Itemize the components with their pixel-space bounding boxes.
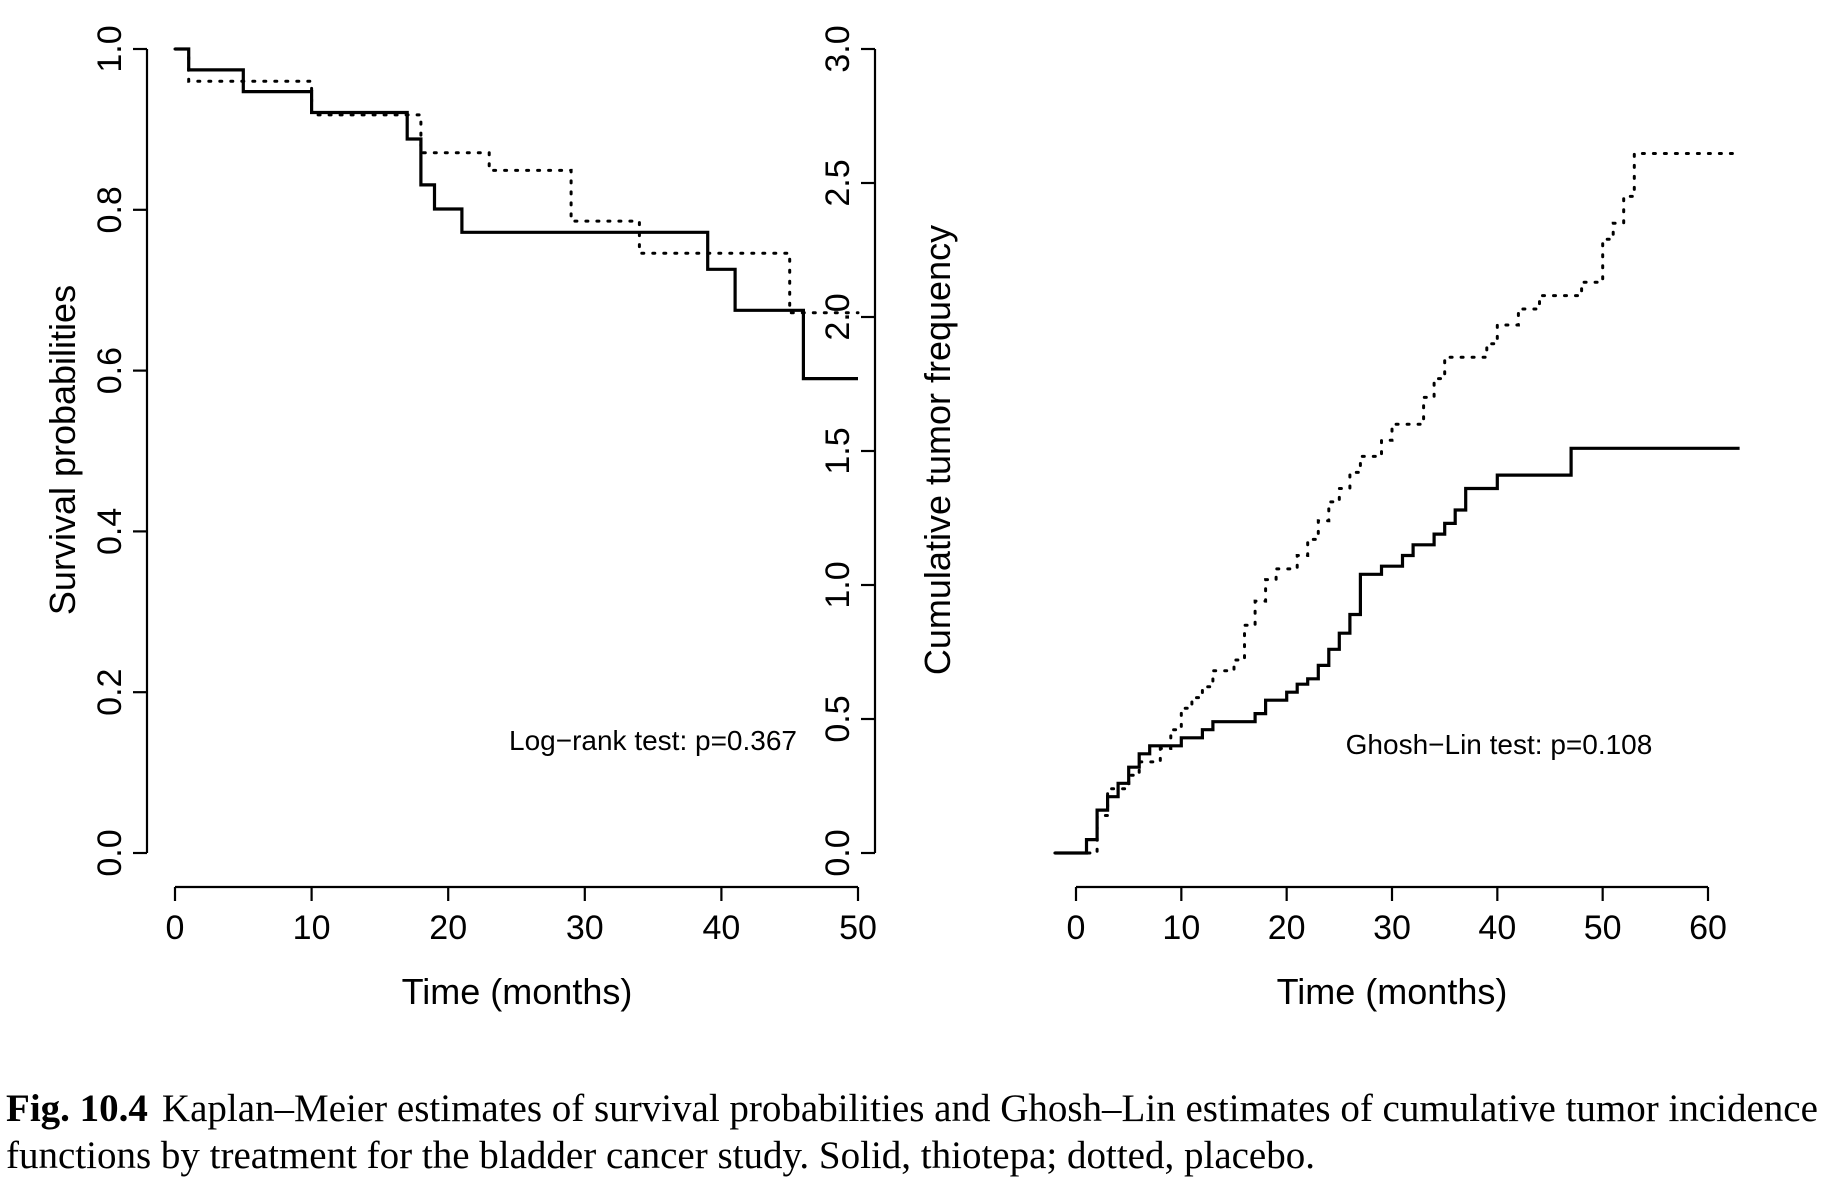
left-x-axis: 0 10 20 30 40 50 bbox=[166, 885, 877, 947]
right-y-tick-label-6: 3.0 bbox=[819, 25, 857, 72]
left-y-axis-title: Survival probabilities bbox=[42, 285, 83, 615]
caption-text: Kaplan–Meier estimates of survival proba… bbox=[6, 1087, 1818, 1177]
left-x-tick-label-5: 50 bbox=[839, 909, 877, 947]
left-series-dotted bbox=[173, 47, 860, 315]
left-y-tick-label-0: 0.0 bbox=[91, 829, 129, 876]
left-x-tick-label-4: 40 bbox=[702, 909, 740, 947]
right-y-tick-label-0: 0.0 bbox=[819, 829, 857, 876]
right-x-axis: 0 10 20 30 40 50 60 bbox=[1067, 885, 1727, 947]
right-x-tick-label-4: 40 bbox=[1478, 909, 1516, 947]
right-y-tick-label-2: 1.0 bbox=[819, 561, 857, 608]
right-y-tick-label-5: 2.5 bbox=[819, 159, 857, 206]
left-x-tick-label-0: 0 bbox=[166, 909, 185, 947]
left-series-group bbox=[173, 47, 860, 381]
figure-label: Fig. 10.4 bbox=[6, 1087, 148, 1130]
left-y-tick-label-1: 0.2 bbox=[91, 669, 129, 716]
right-series-solid bbox=[1054, 446, 1740, 855]
right-x-tick-label-2: 20 bbox=[1268, 909, 1306, 947]
survival-panel: 0.0 0.2 0.4 0.6 0.8 1.0 0 10 20 30 40 50 Survival … bbox=[42, 25, 877, 1012]
right-x-tick-label-6: 60 bbox=[1689, 909, 1727, 947]
right-y-axis-title: Cumulative tumor frequency bbox=[917, 225, 958, 675]
figure-caption: Fig. 10.4 Kaplan–Meier estimates of survi… bbox=[6, 1085, 1844, 1179]
left-x-axis-title: Time (months) bbox=[402, 971, 633, 1012]
left-y-tick-label-4: 0.8 bbox=[91, 186, 129, 233]
left-x-tick-label-3: 30 bbox=[566, 909, 604, 947]
right-y-tick-label-4: 2.0 bbox=[819, 293, 857, 340]
right-series-group bbox=[1053, 152, 1742, 855]
right-x-tick-label-5: 50 bbox=[1584, 909, 1622, 947]
figure: 0.0 0.2 0.4 0.6 0.8 1.0 0 10 20 30 40 50 Survival … bbox=[42, 25, 1742, 1012]
left-y-axis: 0.0 0.2 0.4 0.6 0.8 1.0 bbox=[91, 25, 149, 877]
left-y-tick-label-2: 0.4 bbox=[91, 508, 129, 555]
right-x-tick-label-3: 30 bbox=[1373, 909, 1411, 947]
right-y-axis: 0.0 0.5 1.0 1.5 2.0 2.5 3.0 bbox=[819, 25, 877, 877]
right-y-tick-label-3: 1.5 bbox=[819, 427, 857, 474]
right-x-axis-title: Time (months) bbox=[1277, 971, 1508, 1012]
cumulative-panel: 0.0 0.5 1.0 1.5 2.0 2.5 3.0 0 10 20 30 40 50 60 Cumu… bbox=[819, 25, 1742, 1012]
log-rank-annotation: Log−rank test: p=0.367 bbox=[509, 725, 797, 756]
left-x-tick-label-2: 20 bbox=[429, 909, 467, 947]
left-y-tick-label-5: 1.0 bbox=[91, 25, 129, 72]
right-x-tick-label-1: 10 bbox=[1162, 909, 1200, 947]
left-y-tick-label-3: 0.6 bbox=[91, 347, 129, 394]
left-x-tick-label-1: 10 bbox=[293, 909, 331, 947]
right-y-tick-label-1: 0.5 bbox=[819, 695, 857, 742]
right-series-dotted bbox=[1053, 152, 1742, 855]
ghosh-lin-annotation: Ghosh−Lin test: p=0.108 bbox=[1346, 729, 1653, 760]
right-x-tick-label-0: 0 bbox=[1067, 909, 1086, 947]
left-series-solid bbox=[175, 47, 858, 381]
